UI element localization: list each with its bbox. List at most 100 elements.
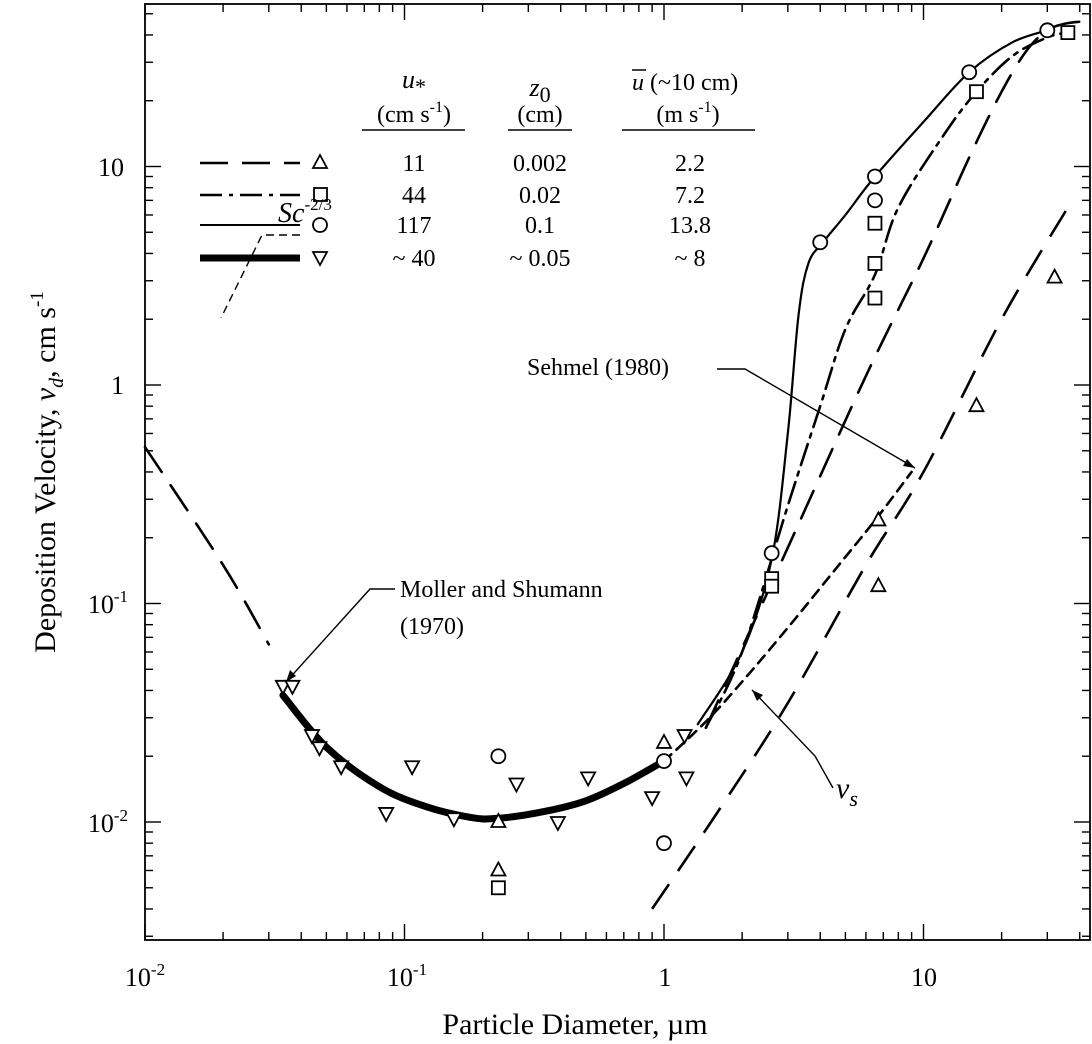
annotation-leader [285,588,395,683]
legend-z0: ~ 0.05 [510,246,571,272]
y-tick-label: 10-2 [88,806,128,838]
square-marker [867,215,883,231]
triangle-down-marker [283,679,301,696]
circle-marker [656,835,672,852]
legend-z0: 0.002 [513,151,567,177]
square-marker [867,256,883,271]
legend-ustar: 44 [402,183,426,209]
triangle-down-marker [377,807,395,823]
series-line-dashed [704,20,1081,729]
circle-marker [867,168,883,185]
legend-ustar: ~ 40 [393,246,436,272]
legend-header-ubar: u (~10 cm) (m s-1) [622,69,755,131]
y-tick-label: 1 [111,371,124,400]
legend-z0: 0.1 [525,213,555,239]
annotation-leader [717,368,916,469]
legend-ubar: 13.8 [669,213,711,239]
square-marker [1060,25,1076,41]
circle-marker [1039,22,1056,39]
circle-marker [812,234,829,251]
series-line-thick [279,691,668,823]
triangle-marker [869,510,887,527]
annotation-label: vs [836,772,858,811]
triangle-down-marker [549,816,567,832]
triangle-down-marker [332,760,350,777]
legend-header-unit: (m s-1) [656,99,719,128]
triangle-marker [1046,267,1064,284]
circle-marker [312,217,328,233]
legend-header-unit: (cm) [517,102,562,128]
triangle-marker [489,860,507,877]
square-marker [490,880,506,896]
circle-marker [961,64,978,81]
square-marker [969,84,984,100]
x-tick-label: 10-2 [125,960,165,992]
arrowhead [903,459,915,468]
annotation-label: (1970) [400,614,464,640]
legend-header-symbol: z0 [528,73,550,107]
triangle-down-marker [677,771,695,788]
x-axis-title: Particle Diameter, µm [442,1008,707,1041]
series-line-solid [696,29,1049,726]
circle-marker [867,192,883,209]
x-tick-labels: 10-2 10-1 1 10 [125,960,937,992]
y-axis-title: Deposition Velocity, vd, cm s-1 [27,291,68,653]
x-tick-label: 10-1 [387,960,427,992]
vs-settling-line [651,206,1070,910]
legend-header-ustar: u* (cm s-1) [362,65,465,131]
series-line-dashdot [704,31,1070,729]
annotation-label: Moller and Shumann [400,577,603,603]
annotation-vs: vs [751,689,858,811]
legend-row: 11 0.002 2.2 [200,151,705,177]
legend-header-unit: (cm s-1) [377,99,451,128]
circle-marker [656,753,672,769]
axis-ticks [144,4,1090,940]
legend-ustar: 11 [402,151,425,177]
legend-header-z0: z0 (cm) [508,73,572,131]
series-curves [143,20,1081,910]
y-tick-label: 10-1 [88,587,128,619]
annotation-sc: Sc-2/3 [220,195,332,319]
triangle-down-marker [310,741,328,758]
legend-header-symbol: u* [402,65,426,99]
annotation-sehmel: Sehmel (1980) [527,355,916,469]
triangle-down-marker [507,777,525,794]
y-tick-labels: 10-2 10-1 1 10 [88,153,128,838]
arrowhead [752,690,763,701]
legend-row: ~ 40 ~ 0.05 ~ 8 [200,246,705,272]
triangle-marker [967,396,985,413]
square-marker [867,290,883,306]
legend-ubar: 7.2 [675,183,705,209]
annotation-leader [751,689,834,789]
triangle-down-marker [579,771,597,788]
legend-ubar: 2.2 [675,151,705,177]
legend-row: 44 0.02 7.2 [200,183,705,209]
plot-frame [144,3,1091,941]
circle-marker [763,545,780,562]
triangle-marker [869,576,887,593]
x-tick-label: 10 [911,963,937,992]
legend-header-symbol: u (~10 cm) [632,70,738,96]
circle-marker [490,748,507,765]
data-points [274,22,1076,896]
arrowhead [286,670,296,682]
legend-ustar: 117 [396,213,431,239]
triangle-down-marker [303,729,321,745]
legend-row: 117 0.1 13.8 [200,213,711,239]
y-tick-label: 10 [98,153,124,182]
x-tick-label: 1 [659,963,672,992]
square-marker [313,187,328,202]
legend-z0: 0.02 [519,183,561,209]
legend: u* (cm s-1) z0 (cm) u (~10 cm) (m s-1) 1… [200,65,755,272]
series-line-short-dash [662,470,913,763]
triangle-down-marker [311,251,329,267]
annotation-label: Sehmel (1980) [527,355,669,381]
triangle-down-marker [445,812,463,829]
annotation-label: Sc-2/3 [278,195,332,229]
series-line-dashed [143,445,271,646]
annotation-leader [220,234,300,319]
triangle-down-marker [643,791,661,808]
triangle-marker [655,733,673,749]
square-marker [764,578,780,594]
